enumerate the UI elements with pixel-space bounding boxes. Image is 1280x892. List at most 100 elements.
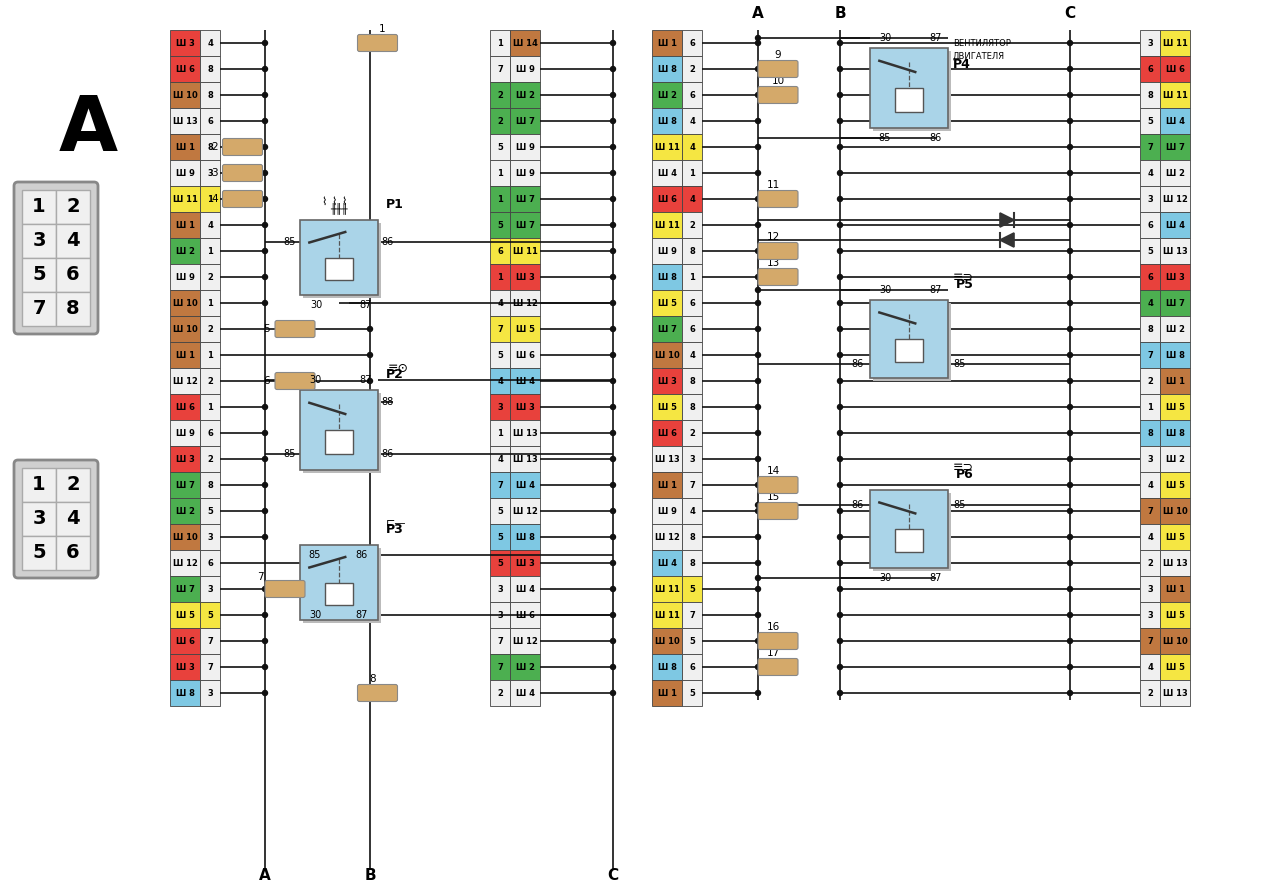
Bar [652,160,682,186]
Bar [682,56,701,82]
Text: Ш 4: Ш 4 [658,558,677,567]
Text: 30: 30 [310,300,323,310]
Bar [200,680,220,706]
Bar [682,342,701,368]
Bar [1160,446,1190,472]
Text: Ш 1: Ш 1 [658,481,677,490]
Bar [200,342,220,368]
Text: Ш 7: Ш 7 [516,117,535,126]
Circle shape [755,483,760,488]
Text: 7: 7 [497,325,503,334]
FancyBboxPatch shape [275,373,315,390]
Bar [895,339,923,362]
Text: 8: 8 [207,143,212,152]
Text: Ш 11: Ш 11 [654,220,680,229]
Text: 2: 2 [1147,376,1153,385]
Circle shape [837,534,842,540]
Bar [1140,680,1160,706]
Bar [1140,446,1160,472]
Text: Ш 10: Ш 10 [654,351,680,359]
Circle shape [611,587,616,591]
Text: 7: 7 [497,663,503,672]
Text: 85: 85 [954,359,966,369]
Bar [870,300,948,378]
Text: 3: 3 [497,402,503,411]
Text: 1: 1 [497,428,503,437]
Bar [682,628,701,654]
Bar [652,446,682,472]
Circle shape [262,404,268,409]
Text: 17: 17 [767,648,780,658]
Bar [490,134,509,160]
Bar [200,30,220,56]
Text: Ш 10: Ш 10 [173,299,197,308]
Text: Ш 2: Ш 2 [516,663,535,672]
Bar [1160,524,1190,550]
Circle shape [755,690,760,696]
Bar [873,51,951,131]
Bar [22,190,56,224]
Bar [682,394,701,420]
Text: ⌇: ⌇ [342,197,347,207]
FancyBboxPatch shape [14,182,99,334]
Bar [490,602,509,628]
Circle shape [1068,170,1073,176]
Circle shape [837,665,842,670]
Circle shape [837,326,842,332]
Bar [1140,576,1160,602]
Text: Ш 8: Ш 8 [658,117,676,126]
Text: 1: 1 [1147,402,1153,411]
Text: 4: 4 [689,143,695,152]
Circle shape [755,326,760,332]
Text: ≡⊙: ≡⊙ [388,361,410,375]
Text: 1: 1 [207,402,212,411]
Text: 7: 7 [1147,637,1153,646]
Circle shape [1068,301,1073,305]
Text: 6: 6 [1147,220,1153,229]
Text: Ш 2: Ш 2 [658,90,677,100]
Text: Ш 7: Ш 7 [1166,143,1184,152]
Bar [200,264,220,290]
Bar [490,238,509,264]
Circle shape [837,145,842,150]
Bar [1140,472,1160,498]
Text: Ш 3: Ш 3 [175,38,195,47]
Text: Ш 1: Ш 1 [1166,584,1184,593]
Circle shape [1068,67,1073,71]
Text: B: B [365,868,376,882]
Bar [170,212,200,238]
Bar [682,134,701,160]
Bar [1140,82,1160,108]
Circle shape [755,560,760,566]
Bar [170,82,200,108]
Bar [303,548,381,623]
Text: 2: 2 [211,142,218,152]
FancyBboxPatch shape [357,684,398,701]
Circle shape [1068,508,1073,514]
Text: 2: 2 [207,325,212,334]
Text: 2: 2 [1147,558,1153,567]
Circle shape [611,196,616,202]
Text: 5: 5 [1147,117,1153,126]
Circle shape [755,534,760,540]
Circle shape [1068,145,1073,150]
Bar [1140,420,1160,446]
Text: 86: 86 [356,550,369,560]
Text: C: C [1065,6,1075,21]
Text: Ш 3: Ш 3 [175,455,195,464]
Bar [170,394,200,420]
Bar [1140,550,1160,576]
Text: Ш 5: Ш 5 [1166,402,1184,411]
Text: Ш 10: Ш 10 [1162,637,1188,646]
Text: A: A [753,6,764,21]
Bar [1160,82,1190,108]
Circle shape [755,431,760,435]
Circle shape [611,119,616,123]
Bar [509,134,540,160]
Text: 8: 8 [67,300,79,318]
Bar [22,258,56,292]
Text: 7: 7 [1147,507,1153,516]
Bar [873,493,951,571]
Text: B: B [835,6,846,21]
Text: 2: 2 [67,197,79,217]
